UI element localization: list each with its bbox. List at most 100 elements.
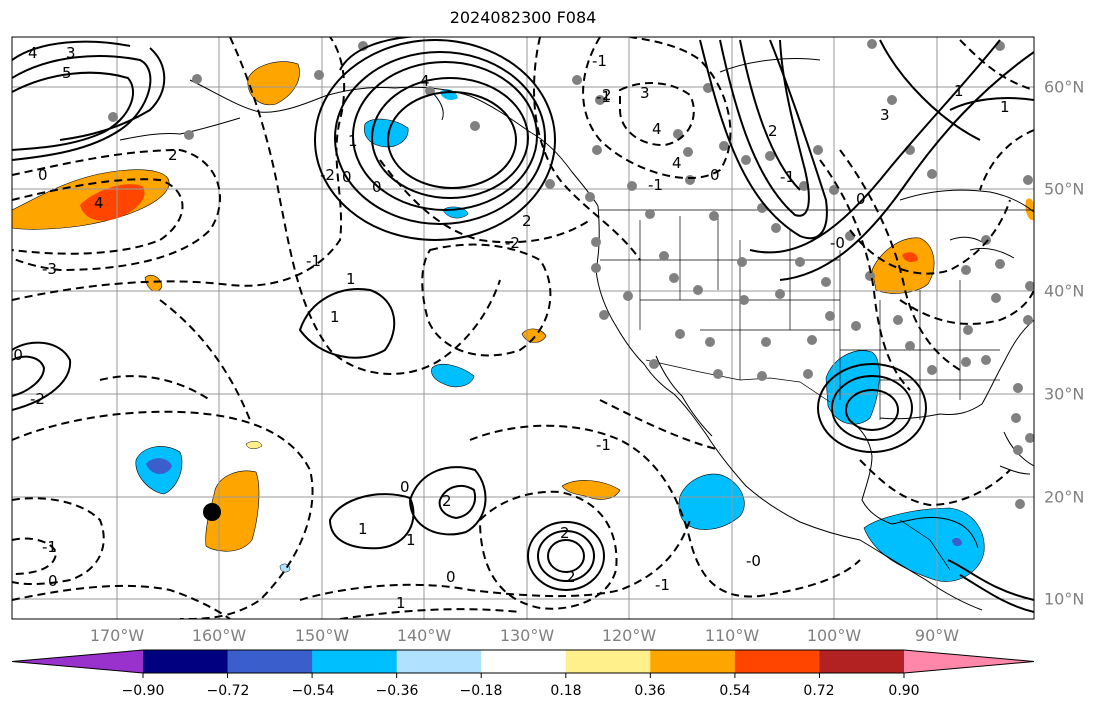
colorbar-tick-label: −0.90 <box>121 683 165 699</box>
red-region <box>902 252 918 263</box>
contour-label: -2 <box>505 234 520 252</box>
contour-label: -1 <box>648 176 663 194</box>
lon-label: 120°W <box>601 626 657 645</box>
blue-region <box>825 350 880 425</box>
contour-label: 2 <box>442 492 452 510</box>
contour-label: -3 <box>42 260 57 278</box>
contour-label: -2 <box>30 390 45 408</box>
dark-blue-region <box>146 458 172 474</box>
dark-blue-region <box>952 537 962 547</box>
colorbar-tick-label: −0.36 <box>375 683 419 699</box>
contour-label: 0 <box>446 568 456 586</box>
orange-region <box>871 237 935 294</box>
coastlines <box>119 58 1034 611</box>
contour-label: 1 <box>1000 98 1010 116</box>
colorbar-tick-label: −0.72 <box>206 683 250 699</box>
grid-lines <box>12 37 1034 619</box>
contour-label: -0 <box>830 234 845 252</box>
lon-label: 100°W <box>806 626 862 645</box>
contour-label: 1 <box>358 520 368 538</box>
storm-marker <box>203 503 221 521</box>
solid-contours <box>12 37 1034 613</box>
contour-label: 0 <box>372 178 382 196</box>
contour-labels: 4 3 5 2 0 4 -3 -2 -1 0 1 0 -0 4 -2 2 1 -… <box>12 44 1010 612</box>
lat-label: 20°N <box>1044 487 1085 507</box>
contour-label: -1 <box>596 88 611 106</box>
colorbar-bin <box>396 650 482 673</box>
colorbar-tick-label: −0.18 <box>459 683 503 699</box>
contour-label: -1 <box>42 538 57 556</box>
contour-label: 0 <box>48 572 58 590</box>
lat-label: 40°N <box>1044 281 1085 301</box>
contour-label: 4 <box>94 194 104 212</box>
orange-region <box>144 274 163 292</box>
contour-label: 2 <box>768 122 778 140</box>
colorbar-tick-label: 0.18 <box>550 683 582 699</box>
contour-label: 4 <box>672 154 682 172</box>
contour-label: 4 <box>420 72 430 90</box>
contour-label: 2 <box>566 568 576 586</box>
colorbar-tick-label: −0.54 <box>291 683 335 699</box>
lon-label: 110°W <box>704 626 760 645</box>
contour-label: -0 <box>746 552 761 570</box>
blue-region <box>431 364 475 388</box>
station-dots <box>108 39 1034 509</box>
colorbar-bin <box>650 650 736 673</box>
lat-label: 30°N <box>1044 384 1085 404</box>
contour-label: 1 <box>396 594 406 612</box>
contour-label: 1 <box>348 132 358 150</box>
orange-region <box>561 480 621 500</box>
lon-label: 150°W <box>294 626 350 645</box>
lat-label: 60°N <box>1044 77 1085 97</box>
yellow-region <box>245 441 263 449</box>
lon-label: 140°W <box>396 626 452 645</box>
lon-label: 130°W <box>499 626 555 645</box>
contour-label: 2 <box>602 86 612 104</box>
dashed-contours <box>12 37 1034 619</box>
contour-label: 0 <box>342 168 352 186</box>
contour-label: 3 <box>66 44 76 62</box>
colorbar-extend-low <box>12 650 143 673</box>
contour-label: 4 <box>652 120 662 138</box>
lat-label: 10°N <box>1044 589 1085 609</box>
map-title: 2024082300 F084 <box>449 8 597 27</box>
lat-label: 50°N <box>1044 179 1085 199</box>
colorbar-bin <box>819 650 905 673</box>
contour-label: 0 <box>710 166 720 184</box>
orange-region <box>521 328 547 343</box>
contour-label: 0 <box>400 478 410 496</box>
colorbar <box>11 649 1035 678</box>
map-frame <box>11 36 1035 620</box>
colorbar-bin <box>481 650 567 673</box>
contour-label: 5 <box>62 64 72 82</box>
contour-label: 0 <box>38 166 48 184</box>
colorbar-bin <box>734 650 820 673</box>
contour-label: 1 <box>954 82 964 100</box>
lon-label: 170°W <box>89 626 145 645</box>
colorbar-tick-label: 0.36 <box>634 683 666 699</box>
lon-label: 160°W <box>191 626 247 645</box>
blue-region <box>364 118 409 148</box>
contour-label: 0 <box>856 190 866 208</box>
lon-label: 90°W <box>914 626 960 645</box>
colorbar-tick-label: 0.90 <box>888 683 920 699</box>
contour-label: 3 <box>880 106 890 124</box>
contour-label: 2 <box>168 146 178 164</box>
contour-label: 2 <box>560 524 570 542</box>
contour-label: -1 <box>780 168 795 186</box>
contour-label: -1 <box>596 436 611 454</box>
colorbar-tick-label: 0.54 <box>719 683 751 699</box>
colorbar-bin <box>312 650 398 673</box>
contour-label: -1 <box>306 252 321 270</box>
colorbar-extend-high <box>904 650 1034 673</box>
colorbar-bin <box>565 650 651 673</box>
contour-label: 1 <box>406 531 416 549</box>
contour-label: 2 <box>522 212 532 230</box>
contour-label: -1 <box>655 576 670 594</box>
contour-label: -1 <box>592 52 607 70</box>
contour-label: 3 <box>640 84 650 102</box>
contour-label: 1 <box>346 270 356 288</box>
colorbar-bin <box>227 650 313 673</box>
blue-region <box>678 473 745 530</box>
